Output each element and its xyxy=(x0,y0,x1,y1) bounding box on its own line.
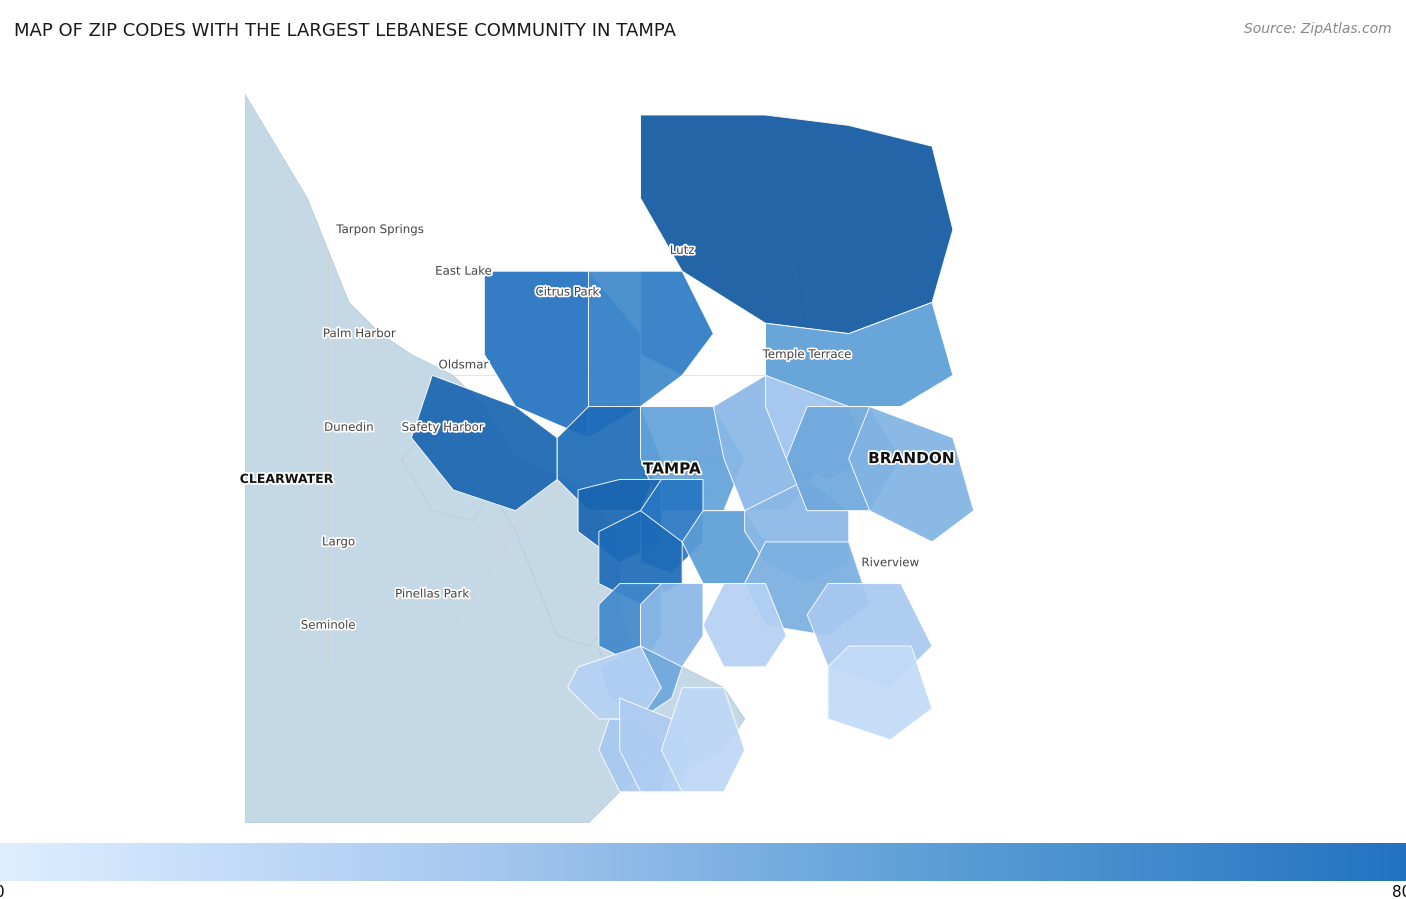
Polygon shape xyxy=(484,271,641,438)
Text: Palm Harbor: Palm Harbor xyxy=(323,327,396,340)
Text: Source: ZipAtlas.com: Source: ZipAtlas.com xyxy=(1244,22,1392,37)
Polygon shape xyxy=(599,646,682,719)
Text: CLEARWATER: CLEARWATER xyxy=(240,473,333,486)
Polygon shape xyxy=(401,427,495,521)
Polygon shape xyxy=(484,458,620,646)
Polygon shape xyxy=(807,583,932,688)
Polygon shape xyxy=(661,688,745,792)
Polygon shape xyxy=(713,375,828,511)
Polygon shape xyxy=(786,406,901,511)
Text: Largo: Largo xyxy=(322,536,356,548)
Text: Seminole: Seminole xyxy=(301,619,356,632)
Text: Tarpon Springs: Tarpon Springs xyxy=(336,223,425,236)
Polygon shape xyxy=(682,511,765,583)
Polygon shape xyxy=(641,479,703,574)
Text: BRANDON: BRANDON xyxy=(868,451,955,466)
Text: Lutz: Lutz xyxy=(669,244,695,257)
Text: East Lake: East Lake xyxy=(434,264,492,278)
Text: Citrus Park: Citrus Park xyxy=(536,286,600,298)
Polygon shape xyxy=(412,375,557,511)
Text: Safety Harbor: Safety Harbor xyxy=(402,421,484,434)
Text: Dunedin: Dunedin xyxy=(325,421,374,434)
Polygon shape xyxy=(765,302,953,406)
Polygon shape xyxy=(599,719,672,792)
Polygon shape xyxy=(641,115,953,334)
Polygon shape xyxy=(599,511,682,604)
Polygon shape xyxy=(745,542,869,636)
Polygon shape xyxy=(745,479,849,583)
Polygon shape xyxy=(828,646,932,740)
Polygon shape xyxy=(849,406,974,542)
Polygon shape xyxy=(589,271,713,438)
Text: Pinellas Park: Pinellas Park xyxy=(395,587,470,601)
Polygon shape xyxy=(578,479,661,563)
Text: Temple Terrace: Temple Terrace xyxy=(762,348,852,361)
Polygon shape xyxy=(599,646,745,771)
Polygon shape xyxy=(703,583,786,667)
Polygon shape xyxy=(599,583,661,667)
Text: TAMPA: TAMPA xyxy=(643,461,700,476)
Text: Oldsmar: Oldsmar xyxy=(439,359,488,371)
Text: MAP OF ZIP CODES WITH THE LARGEST LEBANESE COMMUNITY IN TAMPA: MAP OF ZIP CODES WITH THE LARGEST LEBANE… xyxy=(14,22,676,40)
Polygon shape xyxy=(641,406,745,511)
Text: Riverview: Riverview xyxy=(862,556,920,569)
Polygon shape xyxy=(641,583,703,667)
Polygon shape xyxy=(641,271,713,375)
Polygon shape xyxy=(620,699,693,792)
Polygon shape xyxy=(765,375,869,479)
Polygon shape xyxy=(557,406,661,511)
Polygon shape xyxy=(568,646,661,719)
Polygon shape xyxy=(245,94,661,823)
